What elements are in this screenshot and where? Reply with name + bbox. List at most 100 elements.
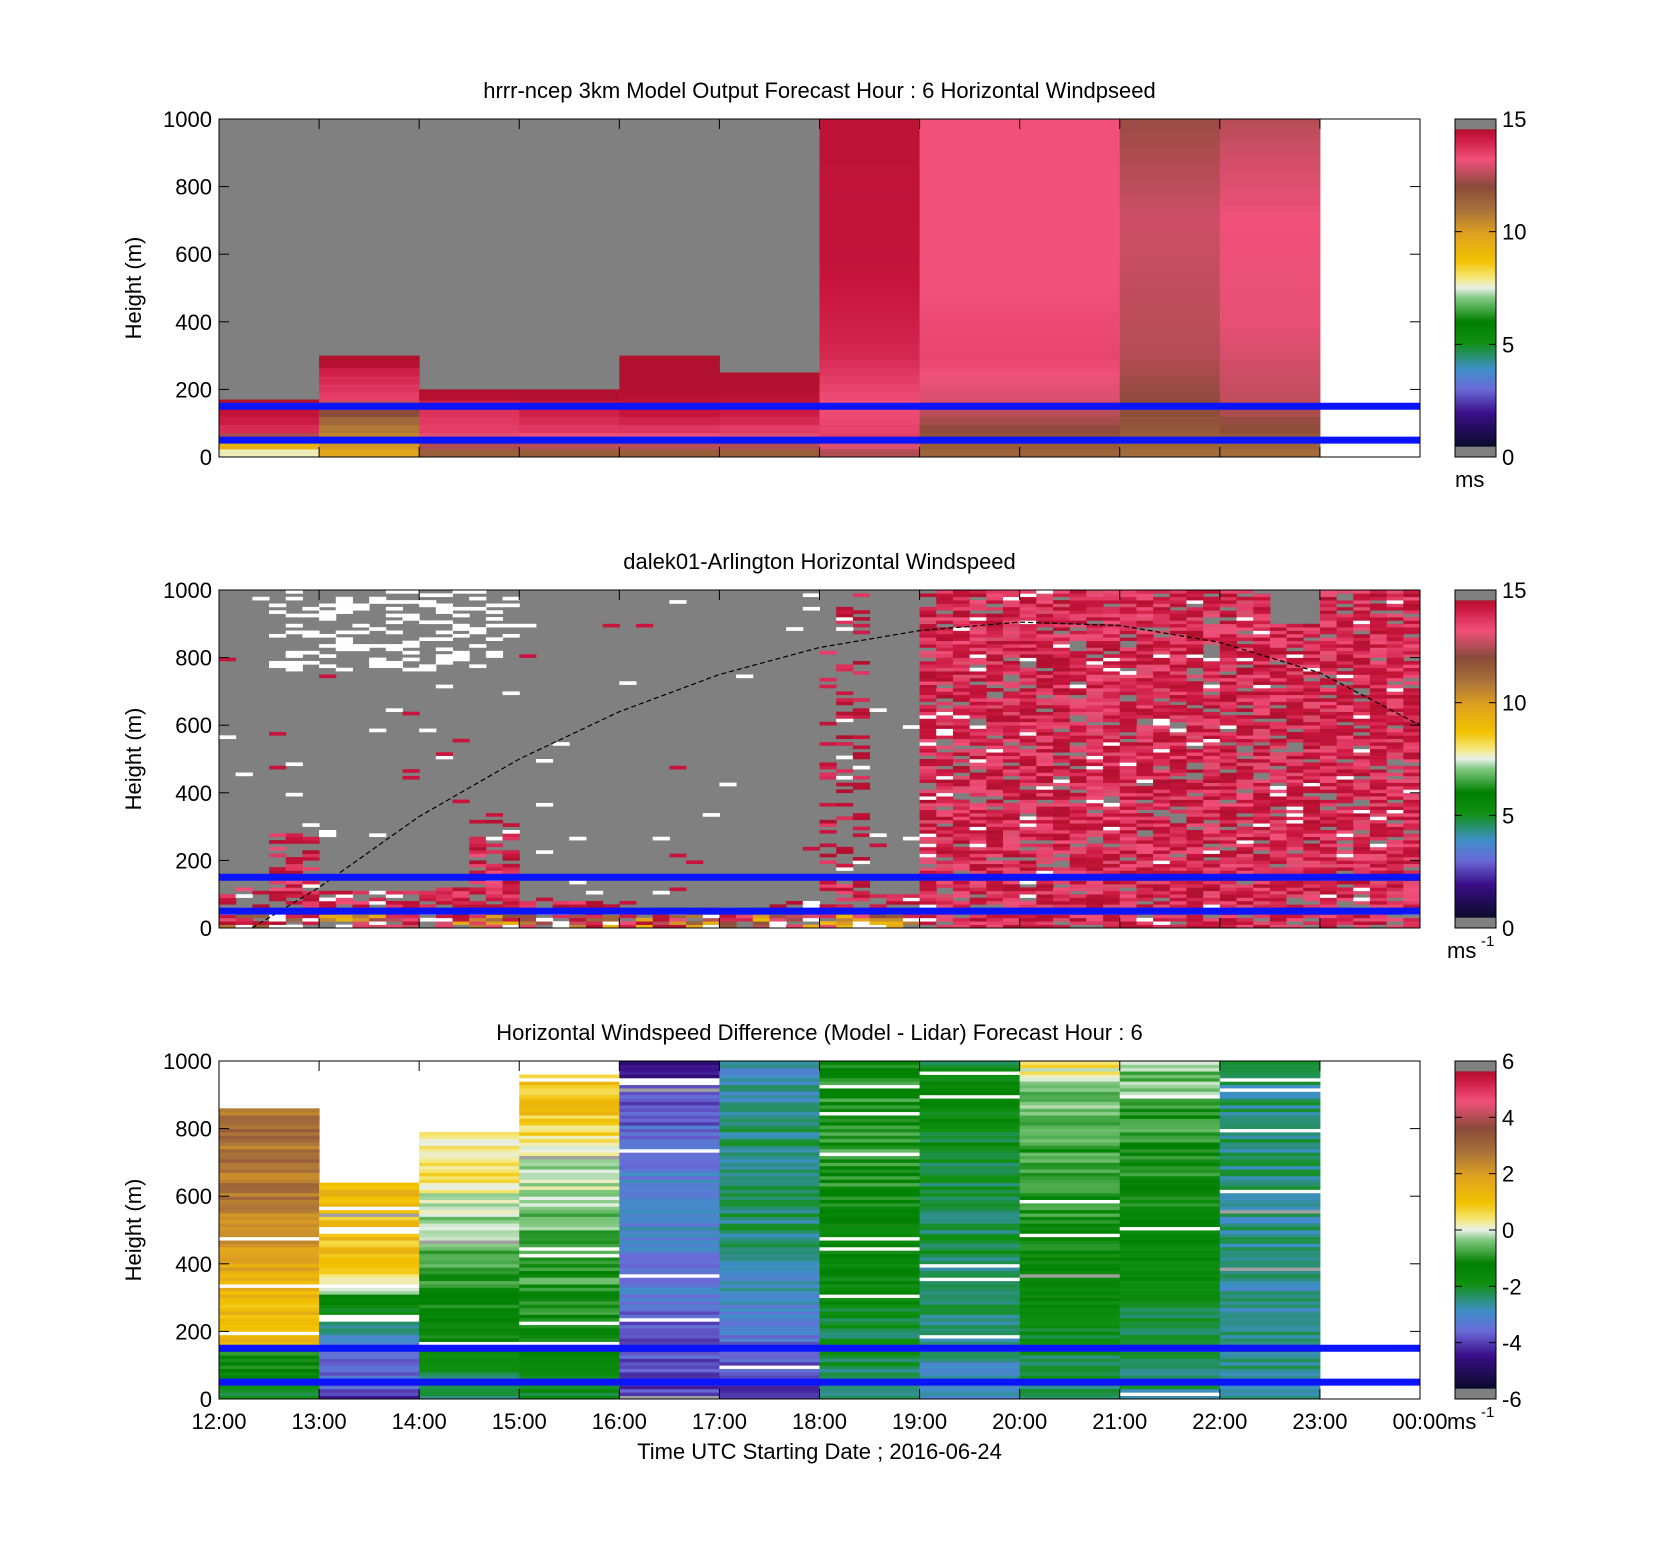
heatmap-cell <box>952 667 971 672</box>
heatmap-cell <box>719 1213 820 1217</box>
heatmap-cell <box>519 1148 620 1153</box>
heatmap-cell <box>1053 894 1071 898</box>
heatmap-cell <box>1319 593 1338 598</box>
heatmap-cell <box>1186 664 1204 669</box>
heatmap-cell <box>1319 853 1338 858</box>
heatmap-cell <box>1186 850 1204 854</box>
heatmap-cell <box>1353 735 1371 740</box>
heatmap-cell <box>969 644 987 648</box>
heatmap-cell <box>1153 752 1171 756</box>
heatmap-cell <box>419 1250 520 1255</box>
heatmap-cell <box>285 667 303 672</box>
heatmap-cell <box>919 657 937 662</box>
x-tick-label: 21:00 <box>1092 1409 1147 1434</box>
heatmap-cell <box>1303 718 1321 723</box>
heatmap-cell <box>1103 745 1121 750</box>
heatmap-cell <box>335 637 353 641</box>
heatmap-cell <box>1036 694 1054 699</box>
heatmap-cell <box>1386 829 1404 834</box>
heatmap-cell <box>519 1209 620 1214</box>
heatmap-cell <box>1069 799 1087 804</box>
heatmap-cell <box>936 698 954 702</box>
heatmap-cell <box>435 657 454 662</box>
heatmap-cell <box>1019 870 1037 875</box>
heatmap-cell <box>1019 691 1037 696</box>
heatmap-cell <box>419 1213 520 1217</box>
heatmap-cell <box>1219 924 1238 928</box>
heatmap-cell <box>719 1111 820 1116</box>
heatmap-cell <box>1186 799 1204 804</box>
heatmap-cell <box>1269 731 1288 736</box>
heatmap-cell <box>1219 623 1238 628</box>
heatmap-cell <box>619 1074 720 1079</box>
heatmap-cell <box>1169 630 1187 635</box>
heatmap-cell <box>1019 894 1037 898</box>
heatmap-cell <box>319 1304 420 1309</box>
heatmap-cell <box>1002 917 1021 922</box>
colorbar-tick-label: 10 <box>1502 691 1526 716</box>
heatmap-cell <box>1002 694 1021 699</box>
heatmap-cell <box>1002 748 1021 753</box>
heatmap-cell <box>919 664 937 669</box>
heatmap-cell <box>1203 654 1221 658</box>
heatmap-cell <box>1353 833 1371 838</box>
heatmap-cell <box>919 1118 1021 1123</box>
heatmap-cell <box>1286 846 1304 851</box>
heatmap-cell <box>1086 600 1104 604</box>
heatmap-cell <box>352 917 370 922</box>
heatmap-cell <box>819 887 837 892</box>
heatmap-cell <box>485 890 504 895</box>
heatmap-cell <box>619 1355 720 1359</box>
heatmap-cell <box>719 924 737 928</box>
heatmap-cell <box>1053 914 1071 919</box>
heatmap-cell <box>1119 1196 1221 1200</box>
heatmap-cell <box>1269 660 1288 665</box>
heatmap-cell <box>1019 819 1037 824</box>
heatmap-cell <box>1036 650 1054 655</box>
heatmap-cell <box>369 600 387 604</box>
heatmap-cell <box>1219 819 1238 824</box>
y-tick-label: 200 <box>175 377 212 402</box>
heatmap-cell <box>219 900 237 905</box>
heatmap-cell <box>952 596 971 601</box>
heatmap-cell <box>1119 813 1137 817</box>
heatmap-cell <box>1219 1074 1321 1079</box>
heatmap-cell <box>619 1338 720 1342</box>
heatmap-cell <box>452 590 470 594</box>
heatmap-cell <box>1119 205 1221 215</box>
heatmap-cell <box>1136 765 1154 770</box>
heatmap-cell <box>319 603 337 608</box>
heatmap-cell <box>519 1145 620 1150</box>
heatmap-cell <box>1403 762 1420 767</box>
heatmap-cell <box>1219 640 1238 645</box>
heatmap-cell <box>1153 846 1171 851</box>
heatmap-cell <box>1019 1223 1121 1228</box>
heatmap-cell <box>1119 1172 1221 1177</box>
heatmap-cell <box>1136 630 1154 635</box>
heatmap-cell <box>352 603 370 608</box>
heatmap-cell <box>936 867 954 871</box>
heatmap-cell <box>619 1179 720 1184</box>
heatmap-cell <box>952 721 971 726</box>
heatmap-cell <box>919 1192 1021 1197</box>
heatmap-cell <box>1002 816 1021 821</box>
heatmap-cell <box>1336 765 1354 770</box>
heatmap-cell <box>969 809 987 814</box>
heatmap-cell <box>819 1273 921 1278</box>
heatmap-cell <box>1103 674 1121 679</box>
heatmap-cell <box>1002 613 1021 618</box>
heatmap-cell <box>1386 840 1404 844</box>
heatmap-cell <box>1002 681 1021 685</box>
heatmap-cell <box>986 654 1004 658</box>
heatmap-cell <box>369 644 387 648</box>
heatmap-cell <box>619 355 720 361</box>
heatmap-cell <box>702 813 720 817</box>
heatmap-cell <box>1169 593 1187 598</box>
heatmap-cell <box>1053 772 1071 777</box>
heatmap-cell <box>1119 164 1221 174</box>
heatmap-cell <box>1069 775 1087 780</box>
heatmap-cell <box>1019 1219 1121 1224</box>
heatmap-cell <box>1119 1365 1221 1369</box>
heatmap-cell <box>219 1280 320 1285</box>
heatmap-cell <box>919 809 937 814</box>
